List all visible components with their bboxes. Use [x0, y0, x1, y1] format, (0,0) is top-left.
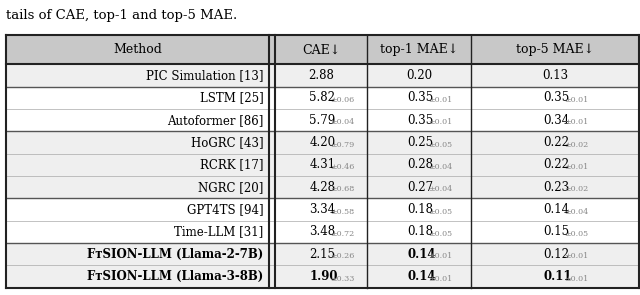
Text: 0.20: 0.20: [406, 69, 432, 82]
Text: ±0.33: ±0.33: [330, 275, 355, 283]
Text: 0.35: 0.35: [408, 114, 434, 127]
Text: ±0.01: ±0.01: [428, 118, 452, 126]
Text: ±0.01: ±0.01: [564, 252, 588, 260]
Text: 0.12: 0.12: [543, 248, 570, 261]
Text: LSTM [25]: LSTM [25]: [200, 91, 264, 104]
Bar: [6, 221, 639, 243]
Text: 5.82: 5.82: [310, 91, 335, 104]
Text: ±0.72: ±0.72: [330, 230, 354, 238]
Bar: [6, 131, 639, 154]
Text: 0.22: 0.22: [543, 158, 570, 171]
Text: CAE↓: CAE↓: [302, 43, 340, 56]
Text: 0.13: 0.13: [542, 69, 568, 82]
Text: FᴛSION-LLM (Llama-3-8B): FᴛSION-LLM (Llama-3-8B): [88, 270, 264, 283]
Text: 0.11: 0.11: [543, 270, 572, 283]
Text: ±0.04: ±0.04: [564, 208, 588, 216]
Bar: [6, 154, 639, 176]
Text: ±0.01: ±0.01: [564, 96, 588, 104]
Text: GPT4TS [94]: GPT4TS [94]: [187, 203, 264, 216]
Text: ±0.02: ±0.02: [564, 185, 588, 193]
Text: ±0.01: ±0.01: [564, 118, 588, 126]
Text: RCRK [17]: RCRK [17]: [200, 158, 264, 171]
Text: 0.25: 0.25: [408, 136, 433, 149]
Text: tails of CAE, top-1 and top-5 MAE.: tails of CAE, top-1 and top-5 MAE.: [6, 9, 237, 22]
Text: ±0.06: ±0.06: [330, 96, 354, 104]
Bar: [6, 109, 639, 131]
Text: 0.15: 0.15: [543, 225, 570, 238]
Text: ±0.04: ±0.04: [428, 185, 452, 193]
Text: 2.15: 2.15: [310, 248, 335, 261]
Text: Time-LLM [31]: Time-LLM [31]: [175, 225, 264, 238]
Text: 4.28: 4.28: [310, 181, 335, 194]
Bar: [6, 64, 639, 87]
Text: top-5 MAE↓: top-5 MAE↓: [516, 43, 594, 56]
Text: ±0.02: ±0.02: [564, 141, 588, 149]
Text: top-1 MAE↓: top-1 MAE↓: [380, 43, 458, 56]
Text: 3.34: 3.34: [310, 203, 336, 216]
Text: ±0.01: ±0.01: [428, 96, 452, 104]
Text: ±0.01: ±0.01: [564, 163, 588, 171]
Text: 5.79: 5.79: [310, 114, 336, 127]
Text: ±0.46: ±0.46: [330, 163, 355, 171]
Bar: [6, 35, 639, 64]
Text: ±0.68: ±0.68: [330, 185, 354, 193]
Text: 1.90: 1.90: [310, 270, 338, 283]
Bar: [6, 176, 639, 198]
Text: Autoformer [86]: Autoformer [86]: [167, 114, 264, 127]
Text: 0.22: 0.22: [543, 136, 570, 149]
Text: 0.27: 0.27: [408, 181, 433, 194]
Text: HoGRC [43]: HoGRC [43]: [191, 136, 264, 149]
Text: PIC Simulation [13]: PIC Simulation [13]: [146, 69, 264, 82]
Text: ±0.05: ±0.05: [564, 230, 588, 238]
Bar: [6, 265, 639, 288]
Text: ±0.79: ±0.79: [330, 141, 354, 149]
Text: ±0.04: ±0.04: [428, 163, 452, 171]
Text: 4.20: 4.20: [310, 136, 335, 149]
Text: ±0.01: ±0.01: [428, 252, 452, 260]
Bar: [6, 198, 639, 221]
Text: 4.31: 4.31: [310, 158, 335, 171]
Text: NGRC [20]: NGRC [20]: [198, 181, 264, 194]
Text: ±0.05: ±0.05: [428, 141, 452, 149]
Bar: [6, 87, 639, 109]
Text: 0.18: 0.18: [408, 203, 433, 216]
Text: ±0.05: ±0.05: [428, 208, 452, 216]
Text: 0.35: 0.35: [408, 91, 434, 104]
Text: ±0.01: ±0.01: [564, 275, 588, 283]
Text: ±0.05: ±0.05: [428, 230, 452, 238]
Text: ±0.04: ±0.04: [330, 118, 354, 126]
Text: 0.14: 0.14: [408, 270, 436, 283]
Text: 0.28: 0.28: [408, 158, 433, 171]
Text: 0.35: 0.35: [543, 91, 570, 104]
Text: Method: Method: [113, 43, 162, 56]
Text: ±0.01: ±0.01: [428, 275, 452, 283]
Text: ±0.26: ±0.26: [330, 252, 355, 260]
Text: 0.18: 0.18: [408, 225, 433, 238]
Text: 0.34: 0.34: [543, 114, 570, 127]
Text: 0.14: 0.14: [408, 248, 436, 261]
Text: 0.14: 0.14: [543, 203, 570, 216]
Text: FᴛSION-LLM (Llama-2-7B): FᴛSION-LLM (Llama-2-7B): [88, 248, 264, 261]
Text: ±0.58: ±0.58: [330, 208, 354, 216]
Bar: [6, 243, 639, 265]
Text: 0.23: 0.23: [543, 181, 570, 194]
Text: 3.48: 3.48: [310, 225, 335, 238]
Text: 2.88: 2.88: [308, 69, 334, 82]
